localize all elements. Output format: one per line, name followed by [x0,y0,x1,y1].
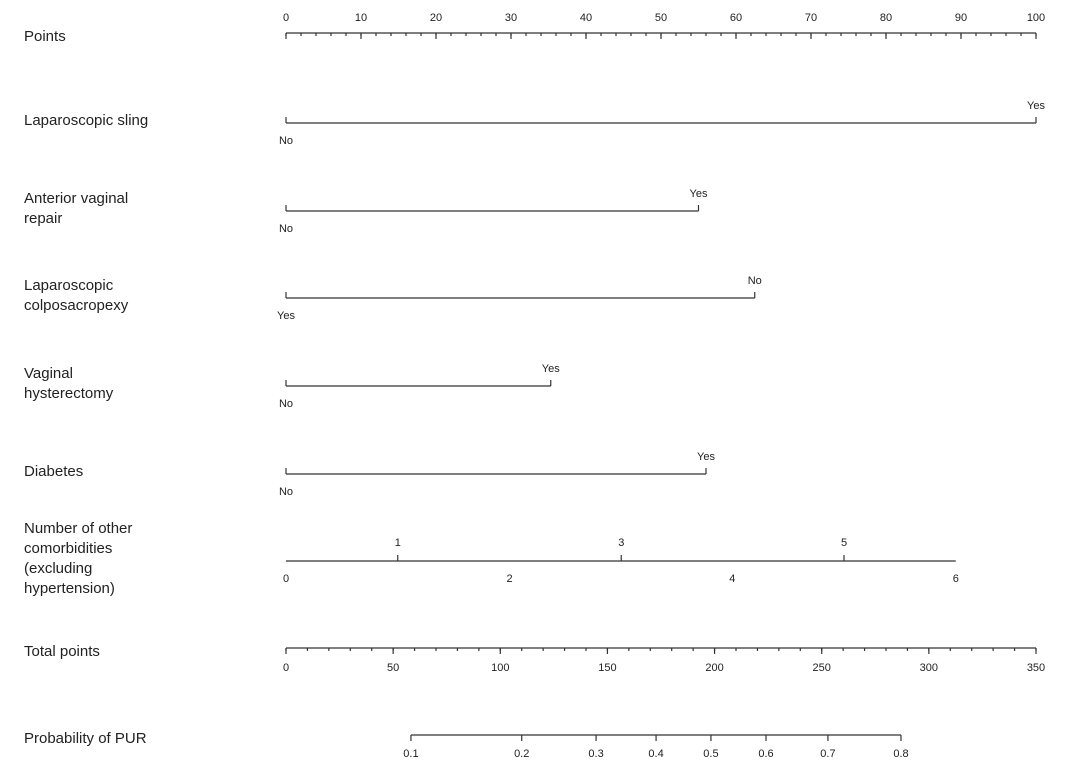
tick-label: 0.5 [703,748,718,760]
scale-label: Vaginal [24,365,73,382]
scale-label: Points [24,28,66,45]
scale-label: Diabetes [24,463,83,480]
tick-label: 0.2 [514,748,529,760]
scale-label: colposacropexy [24,297,129,314]
tick-label: 0.3 [588,748,603,760]
tick-label: 150 [598,662,616,674]
level-label: Yes [542,363,560,375]
tick-label: 0.4 [648,748,663,760]
tick-label: 2 [506,573,512,585]
tick-label: 200 [705,662,723,674]
level-label: Yes [277,310,295,322]
scale-label: repair [24,210,62,227]
scale-label: Probability of PUR [24,730,147,747]
tick-label: 5 [841,537,847,549]
tick-label: 40 [580,12,592,24]
tick-label: 4 [729,573,735,585]
tick-label: 10 [355,12,367,24]
scale-label: Anterior vaginal [24,190,128,207]
tick-label: 6 [953,573,959,585]
level-label: No [279,398,293,410]
tick-label: 70 [805,12,817,24]
tick-label: 0.7 [820,748,835,760]
tick-label: 3 [618,537,624,549]
scale-label: hypertension) [24,580,115,597]
tick-label: 80 [880,12,892,24]
tick-label: 1 [395,537,401,549]
tick-label: 0.6 [758,748,773,760]
tick-label: 250 [813,662,831,674]
level-label: No [279,223,293,235]
scale-label: (excluding [24,560,92,577]
scale-label: Laparoscopic sling [24,112,148,129]
scale-label: comorbidities [24,540,112,557]
tick-label: 100 [491,662,509,674]
tick-label: 50 [387,662,399,674]
tick-label: 100 [1027,12,1045,24]
scale-label: hysterectomy [24,385,114,402]
tick-label: 0 [283,12,289,24]
tick-label: 30 [505,12,517,24]
tick-label: 20 [430,12,442,24]
tick-label: 0.8 [893,748,908,760]
tick-label: 60 [730,12,742,24]
level-label: Yes [697,451,715,463]
scale-label: Total points [24,643,100,660]
level-label: Yes [690,188,708,200]
tick-label: 50 [655,12,667,24]
scale-label: Number of other [24,520,132,537]
tick-label: 300 [920,662,938,674]
tick-label: 0.1 [403,748,418,760]
tick-label: 350 [1027,662,1045,674]
level-label: No [279,486,293,498]
scale-label: Laparoscopic [24,277,114,294]
level-label: Yes [1027,100,1045,112]
tick-label: 0 [283,662,289,674]
level-label: No [279,135,293,147]
tick-label: 0 [283,573,289,585]
tick-label: 90 [955,12,967,24]
level-label: No [748,275,762,287]
